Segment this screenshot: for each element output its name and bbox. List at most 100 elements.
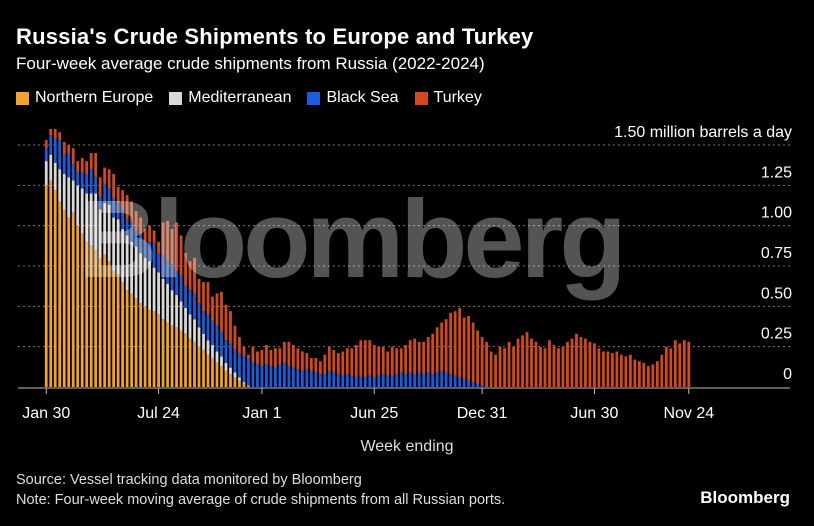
legend-swatch (307, 91, 321, 105)
bar-segment (98, 209, 102, 258)
legend-item-black-sea: Black Sea (307, 89, 399, 107)
bar-segment (202, 349, 205, 387)
x-tick-label: Jan 1 (242, 405, 281, 422)
bar-segment (624, 356, 628, 387)
bar-segment (193, 257, 196, 294)
bar-segment (89, 193, 93, 246)
bar-segment (94, 177, 98, 194)
bar-segment (431, 374, 435, 387)
bar-segment (633, 359, 637, 387)
bar-segment (664, 346, 668, 387)
bar-segment (422, 341, 426, 375)
bar-segment (278, 348, 282, 365)
bar-segment (166, 322, 169, 387)
bar-segment (242, 346, 246, 357)
bar-segment (602, 351, 605, 387)
bar-segment (274, 348, 277, 368)
bar-segment (444, 319, 448, 373)
bar-segment (103, 183, 107, 204)
bar-segment (179, 275, 183, 302)
bar-segment (175, 295, 178, 328)
bar-segment (251, 362, 255, 387)
bar-segment (323, 374, 327, 387)
bar-segment (134, 211, 138, 231)
bar-segment (62, 209, 66, 387)
bar-segment (354, 377, 358, 387)
bar-segment (242, 356, 246, 383)
bar-segment (283, 341, 286, 363)
bar-segment (134, 298, 138, 387)
bar-segment (247, 385, 250, 387)
y-tick-label: 0.50 (761, 285, 792, 302)
bar-segment (116, 186, 120, 204)
bar-segment (107, 188, 111, 205)
x-tick-label: Jun 25 (350, 405, 398, 422)
bar-segment (318, 374, 322, 387)
bar-segment (300, 351, 304, 371)
bar-segment (202, 282, 205, 312)
bar-segment (332, 349, 336, 373)
bar-segment (368, 340, 372, 376)
bar-segment (143, 257, 147, 307)
bar-segment (256, 364, 259, 387)
bar-segment (238, 353, 241, 378)
bar-segment (116, 219, 120, 275)
bar-segment (80, 188, 84, 234)
bar-segment (215, 293, 219, 326)
bar-segment (98, 196, 102, 210)
bar-segment (552, 345, 556, 387)
bar-segment (53, 128, 57, 139)
bar-segment (642, 362, 646, 387)
bar-segment (327, 370, 331, 387)
bar-segment (112, 198, 116, 218)
bar-segment (193, 293, 196, 320)
bar-segment (211, 296, 214, 321)
bar-segment (480, 385, 484, 387)
bar-segment (125, 195, 129, 220)
bar-segment (386, 375, 390, 387)
bar-segment (435, 372, 439, 387)
bar-segment (44, 140, 48, 149)
bar-segment (67, 145, 71, 154)
bar-segment (98, 177, 102, 197)
bar-segment (345, 374, 349, 387)
bar-segment (161, 278, 165, 320)
bar-segment (184, 285, 187, 308)
footnote: Note: Four-week moving average of crude … (16, 492, 506, 508)
bar-segment (673, 340, 677, 387)
bar-segment (399, 372, 403, 387)
bar-segment (170, 228, 174, 265)
bar-segment (224, 362, 228, 371)
bar-segment (350, 348, 354, 376)
bar-segment (521, 335, 524, 387)
bar-segment (449, 312, 453, 375)
bar-segment (341, 375, 345, 387)
bar-segment (512, 346, 515, 387)
bar-segment (678, 343, 682, 387)
bar-segment (206, 314, 210, 341)
bar-segment (184, 307, 187, 334)
bar-segment (94, 193, 98, 250)
bar-segment (85, 174, 89, 194)
bar-segment (404, 345, 408, 375)
bar-segment (413, 374, 417, 387)
legend-label: Northern Europe (35, 89, 154, 106)
bar-segment (377, 375, 381, 387)
bar-segment (440, 322, 444, 371)
bar-segment (274, 367, 277, 387)
bar-segment (62, 154, 66, 175)
bar-segment (381, 346, 385, 375)
bar-segment (242, 383, 246, 387)
bar-segment (157, 314, 160, 387)
y-tick-label: 1.50 million barrels a day (614, 124, 792, 141)
bar-segment (184, 253, 187, 286)
bar-segment (327, 346, 331, 371)
bar-segment (413, 338, 417, 375)
bar-segment (620, 354, 623, 387)
bar-segment (143, 228, 147, 242)
bar-segment (224, 304, 228, 341)
bar-segment (251, 346, 255, 363)
bar-segment (588, 341, 592, 387)
bar-segment (206, 340, 210, 355)
bar-segment (431, 333, 435, 375)
